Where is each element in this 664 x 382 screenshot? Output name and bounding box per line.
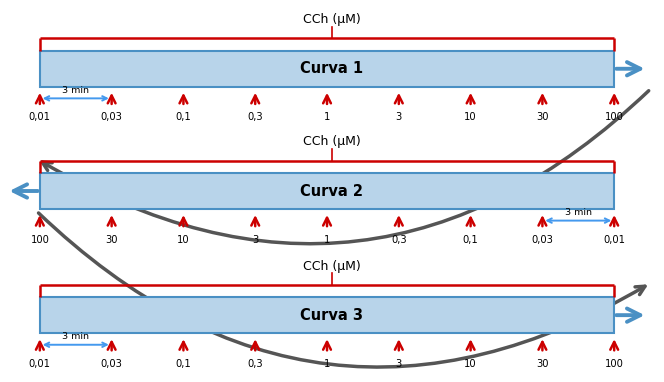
Bar (40, 173, 614, 209)
Text: 0,3: 0,3 (248, 112, 263, 123)
Text: 0,3: 0,3 (391, 235, 406, 245)
FancyArrowPatch shape (39, 213, 645, 367)
Text: 1: 1 (324, 235, 330, 245)
Text: CCh (μM): CCh (μM) (303, 259, 361, 273)
Text: 3: 3 (252, 235, 258, 245)
Text: 0,03: 0,03 (101, 359, 123, 369)
Text: 0,03: 0,03 (101, 112, 123, 123)
Text: CCh (μM): CCh (μM) (303, 13, 361, 26)
Text: 1: 1 (324, 359, 330, 369)
Text: 0,1: 0,1 (463, 235, 479, 245)
Text: 3: 3 (396, 112, 402, 123)
Text: 100: 100 (605, 112, 623, 123)
Text: Curva 1: Curva 1 (300, 61, 364, 76)
Bar (40, 297, 614, 333)
Text: 0,03: 0,03 (531, 235, 553, 245)
Text: 0,1: 0,1 (175, 359, 191, 369)
Text: 3: 3 (396, 359, 402, 369)
Text: 100: 100 (605, 359, 623, 369)
Text: 0,3: 0,3 (248, 359, 263, 369)
Text: 3 min: 3 min (62, 86, 89, 94)
Text: 30: 30 (106, 235, 118, 245)
Text: 0,01: 0,01 (29, 112, 51, 123)
Text: 3 min: 3 min (565, 208, 592, 217)
Text: 1: 1 (324, 112, 330, 123)
Text: 30: 30 (536, 112, 548, 123)
Text: 3 min: 3 min (62, 332, 89, 341)
Text: CCh (μM): CCh (μM) (303, 135, 361, 148)
Text: 0,01: 0,01 (603, 235, 625, 245)
FancyArrowPatch shape (42, 91, 649, 244)
Text: 100: 100 (31, 235, 49, 245)
Text: 10: 10 (464, 359, 477, 369)
Text: 10: 10 (177, 235, 190, 245)
Bar (40, 50, 614, 87)
Text: Curva 2: Curva 2 (301, 183, 363, 199)
Text: 0,01: 0,01 (29, 359, 51, 369)
Text: Curva 3: Curva 3 (301, 308, 363, 323)
Text: 10: 10 (464, 112, 477, 123)
Text: 0,1: 0,1 (175, 112, 191, 123)
Text: 30: 30 (536, 359, 548, 369)
